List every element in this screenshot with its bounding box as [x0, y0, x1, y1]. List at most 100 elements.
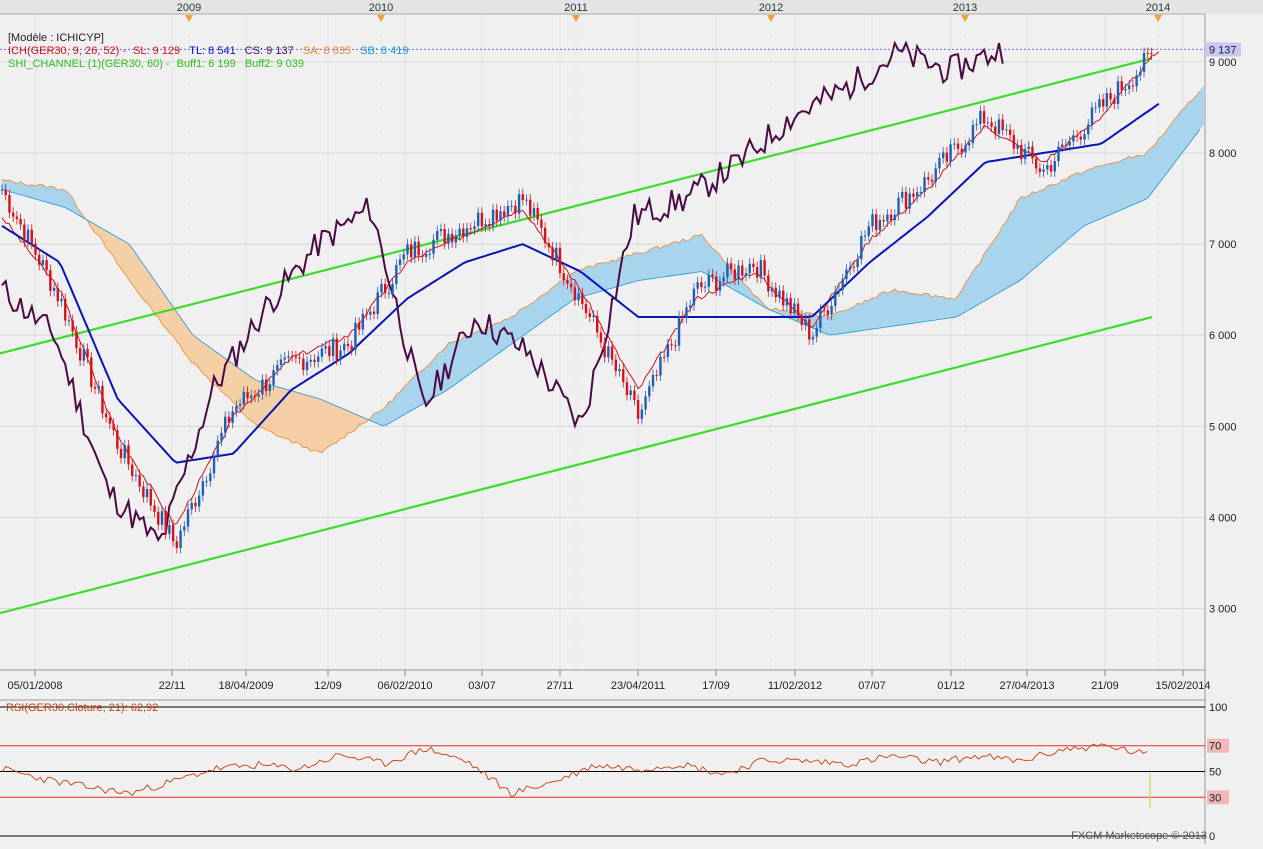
candle-body: [41, 260, 45, 265]
kumo-segment: [827, 314, 832, 336]
kumo-segment: [1073, 171, 1078, 236]
candle-body: [257, 394, 260, 397]
price-tick-label: 5 000: [1209, 421, 1237, 433]
candle-body: [640, 409, 644, 419]
candle-body: [331, 338, 335, 357]
candle-body: [1068, 141, 1071, 146]
kumo-segment: [913, 293, 918, 324]
candle-body: [510, 205, 513, 207]
price-tick-label: 8 000: [1209, 148, 1237, 160]
kumo-segment: [849, 306, 855, 333]
kumo-segment: [924, 293, 929, 322]
candle-body: [982, 111, 986, 124]
kumo-segment: [347, 410, 352, 434]
kumo-segment: [466, 335, 471, 377]
candle-body: [562, 273, 565, 280]
candle-body: [417, 241, 420, 256]
candle-body: [1031, 146, 1034, 159]
candle-body: [93, 386, 97, 389]
candle-body: [19, 218, 22, 225]
candle-body: [15, 216, 19, 219]
candle-body: [90, 357, 93, 387]
kumo-segment: [50, 186, 55, 205]
candle-body: [1046, 165, 1049, 170]
candle-body: [789, 298, 792, 314]
candle-body: [644, 396, 647, 410]
candle-body: [398, 259, 402, 266]
candle-body: [49, 270, 52, 291]
kumo-segment: [154, 279, 159, 317]
kumo-segment: [585, 265, 591, 296]
candle-body: [1124, 88, 1127, 91]
kumo-segment: [191, 332, 196, 365]
kumo-segment: [1021, 196, 1026, 281]
channel-upper-line: [0, 57, 1153, 355]
candle-body: [320, 348, 324, 357]
kumo-segment: [656, 245, 661, 279]
kumo-segment: [1177, 109, 1182, 160]
kumo-segment: [701, 233, 706, 274]
candle-body: [755, 266, 759, 278]
candle-body: [610, 346, 614, 360]
candle-body: [540, 219, 543, 228]
channel-lower-line: [0, 316, 1153, 615]
current-price-label: 9 137: [1209, 44, 1237, 56]
kumo-segment: [1166, 124, 1171, 175]
candle-body: [406, 244, 409, 255]
candle-body: [1027, 146, 1030, 150]
candle-body: [387, 292, 391, 294]
candle-body: [796, 303, 800, 316]
time-tick-label: 07/07: [858, 680, 886, 692]
kumo-segment: [340, 407, 345, 439]
candle-body: [514, 205, 517, 214]
kumo-segment: [1184, 101, 1189, 150]
year-marker-label: 2010: [369, 2, 393, 14]
candle-body: [782, 290, 785, 306]
candle-body: [763, 260, 766, 276]
kumo-segment: [317, 398, 323, 453]
candle-body: [908, 193, 911, 209]
candle-body: [145, 489, 149, 498]
candle-body: [283, 357, 286, 360]
candle-body: [677, 316, 681, 346]
candle-body: [826, 310, 830, 315]
candle-body: [71, 320, 74, 332]
candle-body: [164, 511, 167, 534]
rsi-level-label-bg: [1207, 790, 1229, 805]
kumo-segment: [634, 252, 639, 283]
legend-buff1: Buff1: 6 199: [176, 58, 236, 70]
candle-body: [893, 214, 896, 221]
kumo-segment: [1147, 147, 1152, 199]
kumo-segment: [909, 292, 914, 324]
candle-body: [841, 279, 844, 290]
candle-body: [808, 319, 811, 340]
kumo-segment: [474, 330, 479, 372]
candle-body: [1064, 144, 1068, 146]
candle-body: [264, 379, 268, 392]
senkou-b-line: [1, 129, 1201, 426]
legend-tl: TL: 8 541: [189, 45, 236, 57]
year-marker-arrow: [767, 15, 775, 22]
candle-body: [904, 191, 908, 209]
candle-body: [224, 416, 227, 433]
candle-body: [313, 359, 316, 362]
kumo-segment: [1173, 115, 1178, 165]
candle-body: [625, 382, 629, 395]
candle-body: [11, 212, 15, 217]
candle-body: [1001, 119, 1004, 131]
kumo-segment: [1158, 134, 1163, 185]
candle-body: [715, 276, 718, 291]
candle-body: [376, 292, 379, 314]
candle-body: [551, 247, 554, 261]
candle-body: [651, 374, 655, 387]
candle-body: [1012, 135, 1016, 149]
kumo-segment: [637, 252, 643, 281]
candle-body: [194, 502, 197, 507]
kumo-segment: [1084, 169, 1089, 226]
kumo-segment: [1017, 195, 1022, 283]
indicator-legend: [Modèle : ICHICYP] ICH(GER30, 9, 26, 52)…: [8, 32, 408, 71]
kumo-segment: [57, 189, 62, 207]
candle-body: [1120, 81, 1123, 91]
candle-body: [454, 235, 458, 243]
candle-body: [1135, 75, 1138, 87]
